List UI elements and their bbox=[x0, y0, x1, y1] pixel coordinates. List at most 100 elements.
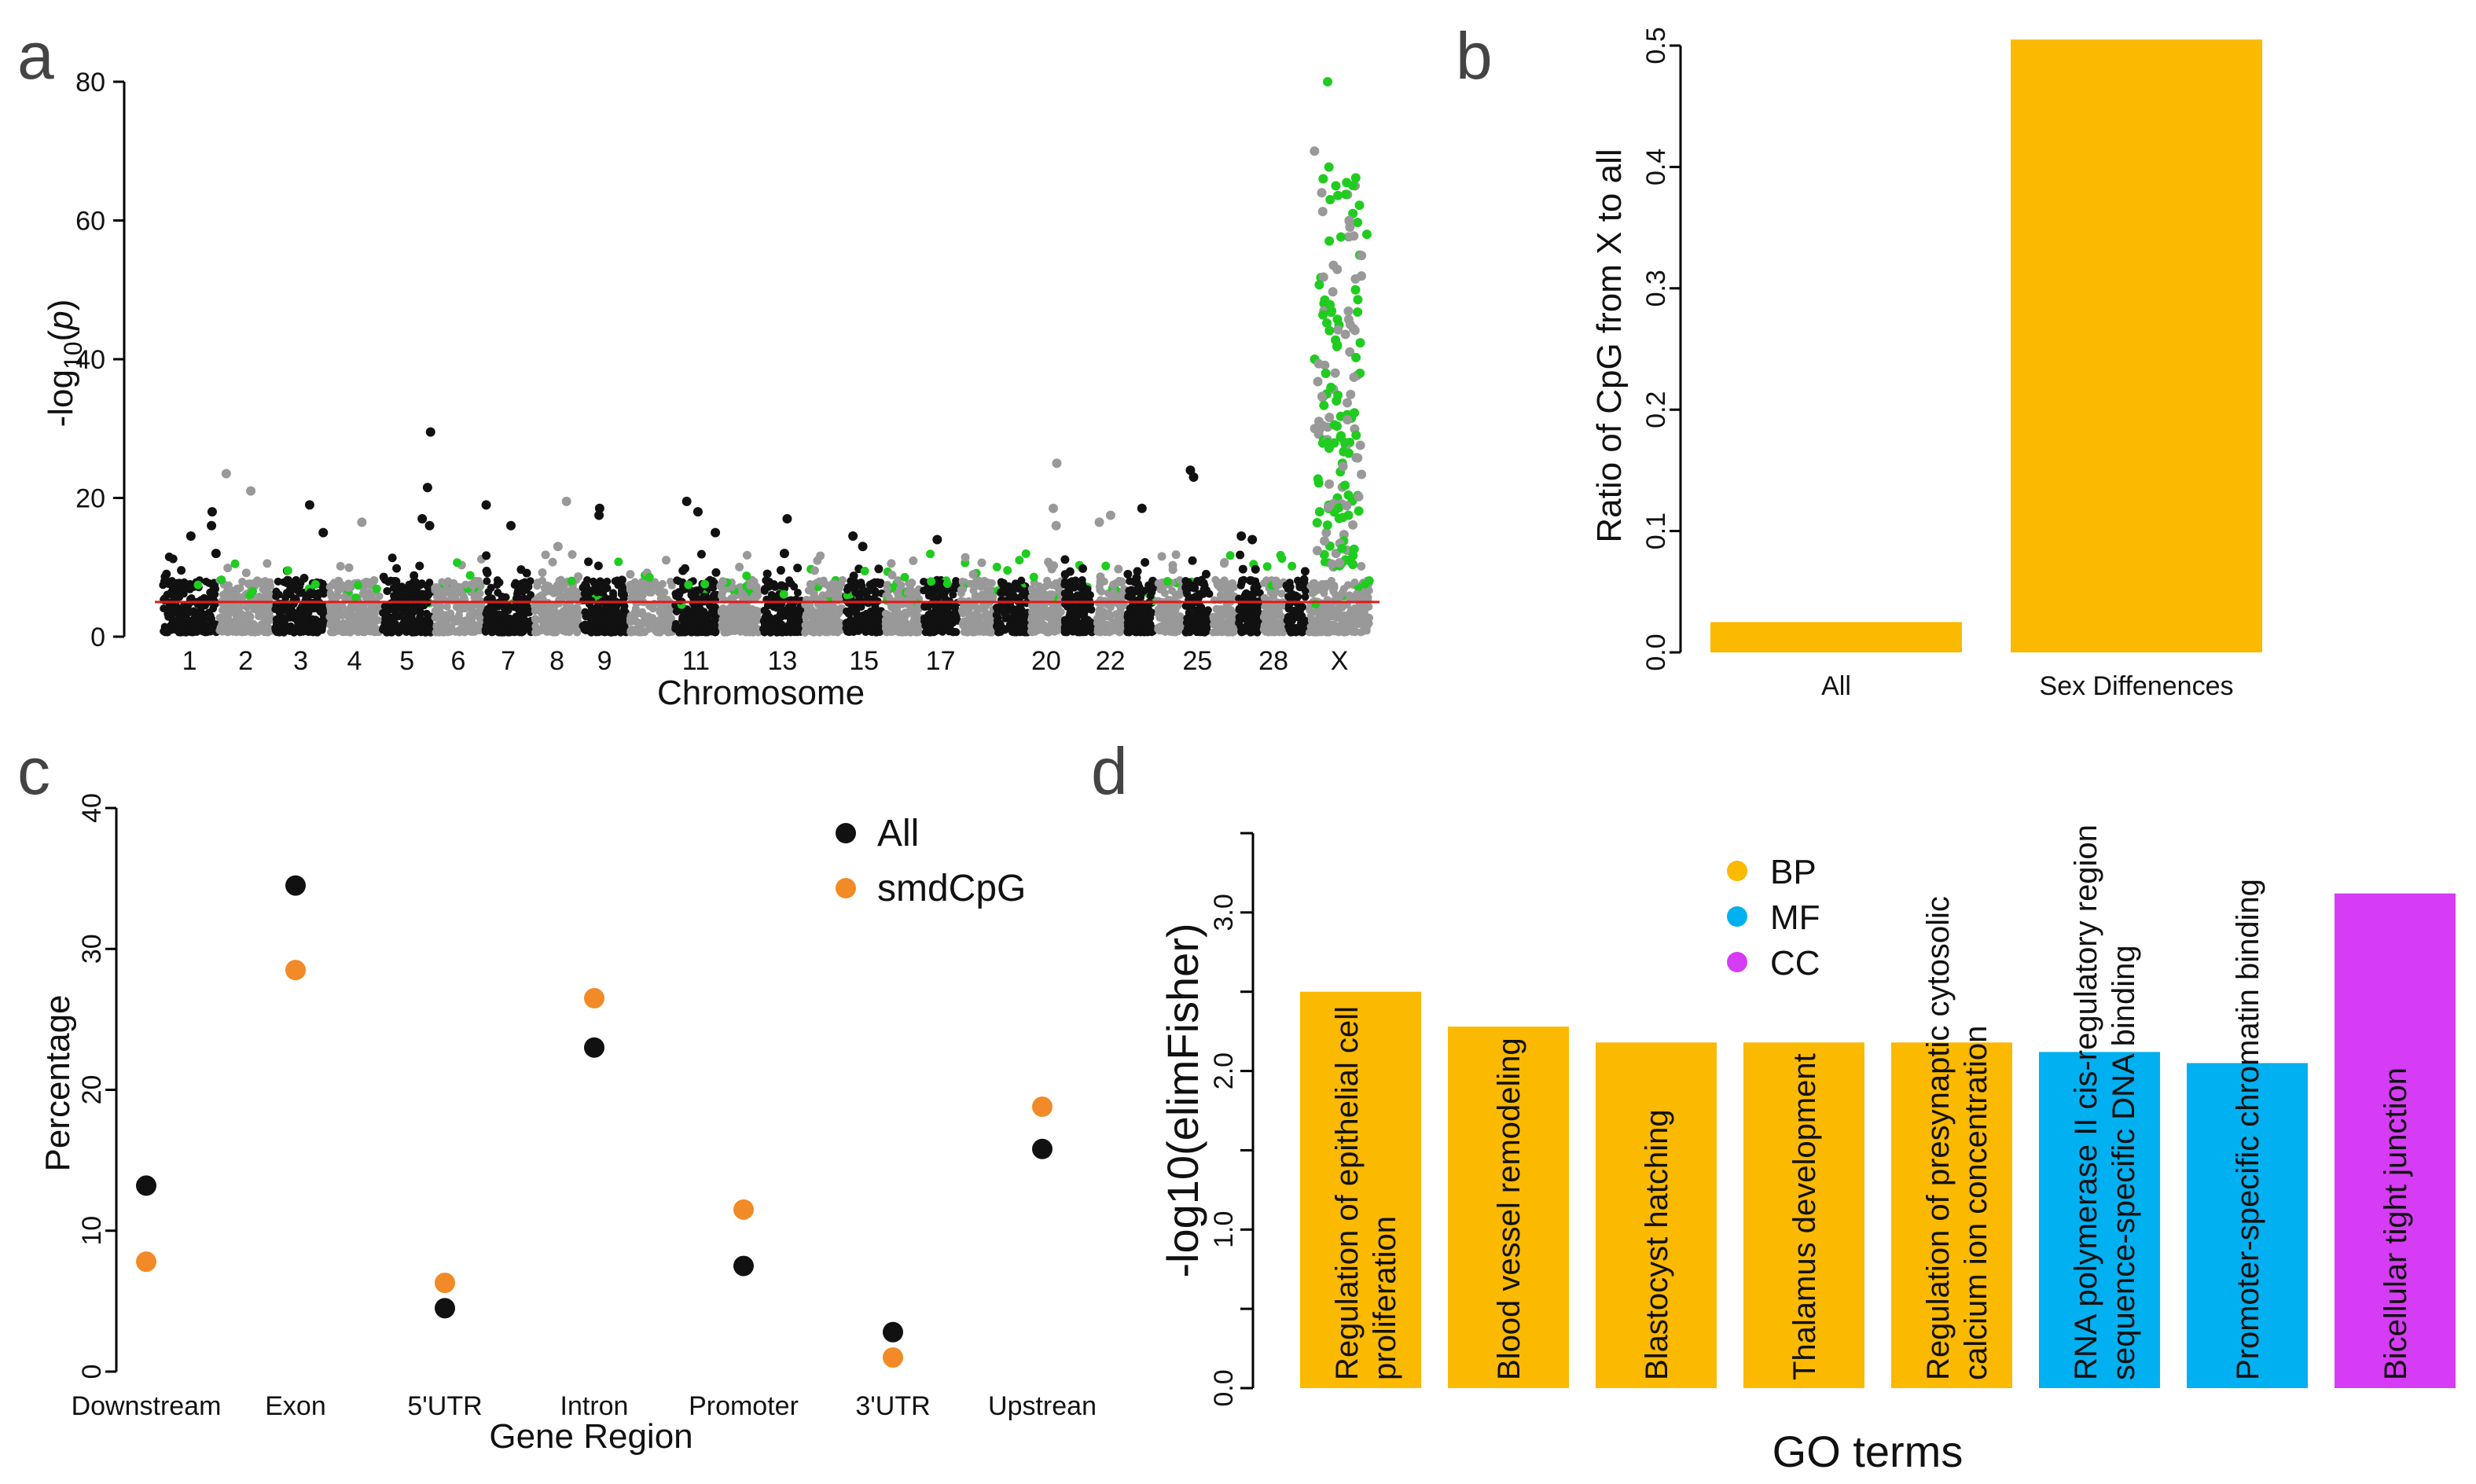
smdcpg-point bbox=[779, 590, 788, 599]
cpg-point bbox=[416, 613, 424, 622]
cpg-point bbox=[1346, 606, 1355, 615]
cpg-point bbox=[1310, 146, 1320, 156]
smdcpg-point bbox=[351, 593, 361, 603]
cpg-point bbox=[833, 628, 842, 637]
cpg-point bbox=[807, 580, 816, 589]
panel-a-y-tick-label: 20 bbox=[75, 484, 105, 514]
cpg-point bbox=[207, 520, 217, 531]
cpg-point bbox=[1328, 612, 1336, 621]
cpg-point bbox=[900, 572, 909, 582]
cpg-point bbox=[764, 579, 773, 589]
cpg-point bbox=[337, 584, 346, 593]
cpg-point bbox=[230, 559, 240, 568]
cpg-point bbox=[1171, 606, 1180, 615]
cpg-point bbox=[517, 628, 526, 637]
cpg-point bbox=[516, 565, 526, 575]
cpg-point bbox=[1215, 613, 1224, 622]
cpg-point bbox=[1036, 603, 1045, 612]
cpg-point bbox=[606, 605, 615, 614]
smdcpg-point bbox=[1324, 325, 1335, 336]
cpg-point bbox=[719, 614, 728, 623]
cpg-point bbox=[538, 568, 547, 577]
cpg-point bbox=[1071, 576, 1080, 585]
cpg-point bbox=[1288, 561, 1297, 571]
cpg-point bbox=[1048, 581, 1056, 590]
cpg-point bbox=[468, 607, 477, 615]
cpg-point bbox=[167, 608, 176, 617]
cpg-point bbox=[1199, 579, 1208, 587]
cpg-point bbox=[457, 617, 465, 626]
cpg-point bbox=[842, 619, 850, 627]
cpg-point bbox=[334, 576, 343, 586]
cpg-point bbox=[1173, 619, 1181, 627]
cpg-point bbox=[1299, 603, 1307, 612]
cpg-point bbox=[942, 579, 952, 589]
cpg-point bbox=[854, 581, 862, 590]
cpg-point bbox=[939, 627, 947, 636]
cpg-point bbox=[614, 557, 623, 567]
cpg-point bbox=[1350, 578, 1359, 586]
cpg-point bbox=[680, 615, 689, 623]
cpg-point bbox=[1109, 580, 1119, 590]
cpg-point bbox=[255, 592, 263, 601]
cpg-point bbox=[1064, 618, 1072, 626]
cpg-point bbox=[790, 582, 799, 591]
panel-a-points bbox=[159, 77, 1374, 637]
cpg-point bbox=[1317, 612, 1325, 621]
cpg-point bbox=[661, 556, 670, 565]
cpg-point bbox=[251, 579, 259, 587]
cpg-point bbox=[375, 592, 384, 601]
panel-a-y-tick-label: 0 bbox=[90, 623, 105, 652]
cpg-point bbox=[740, 606, 748, 615]
cpg-point bbox=[186, 585, 194, 593]
cpg-point bbox=[1285, 619, 1294, 627]
cpg-point bbox=[271, 604, 280, 613]
cpg-point bbox=[476, 615, 484, 623]
cpg-point bbox=[424, 612, 432, 621]
cpg-point bbox=[531, 615, 540, 624]
cpg-point bbox=[223, 564, 233, 573]
cpg-point bbox=[274, 619, 283, 628]
cpg-point bbox=[343, 625, 352, 634]
cpg-point bbox=[667, 577, 675, 586]
cpg-point bbox=[696, 549, 706, 559]
cpg-point bbox=[542, 581, 551, 590]
cpg-point bbox=[1328, 260, 1339, 270]
cpg-point bbox=[1183, 614, 1192, 623]
cpg-point bbox=[338, 602, 347, 611]
cpg-point bbox=[626, 586, 634, 594]
smdcpg-point bbox=[1318, 310, 1328, 320]
cpg-point bbox=[849, 625, 858, 634]
cpg-point bbox=[509, 617, 518, 626]
cpg-point bbox=[299, 574, 309, 583]
cpg-point bbox=[1101, 561, 1111, 571]
cpg-point bbox=[383, 587, 391, 596]
cpg-point bbox=[893, 607, 902, 615]
cpg-point bbox=[861, 614, 869, 623]
cpg-point bbox=[1114, 564, 1123, 574]
cpg-point bbox=[1306, 623, 1315, 631]
cpg-point bbox=[1157, 614, 1166, 623]
cpg-point bbox=[1229, 628, 1237, 637]
cpg-point bbox=[1225, 622, 1233, 630]
smdcpg-point bbox=[248, 586, 257, 596]
cpg-point bbox=[159, 581, 167, 590]
cpg-point bbox=[568, 549, 577, 559]
cpg-point bbox=[759, 625, 767, 634]
cpg-point bbox=[656, 608, 664, 616]
smdcpg-point bbox=[1350, 285, 1361, 295]
cpg-point bbox=[609, 589, 618, 597]
cpg-point bbox=[1034, 612, 1042, 621]
cpg-point bbox=[1354, 491, 1364, 501]
cpg-point bbox=[1192, 619, 1200, 628]
cpg-point bbox=[202, 610, 211, 619]
cpg-point bbox=[626, 570, 635, 579]
cpg-point bbox=[1048, 590, 1056, 599]
cpg-point bbox=[356, 624, 365, 633]
cpg-point bbox=[274, 577, 282, 586]
smdcpg-point bbox=[1353, 295, 1363, 305]
cpg-point bbox=[278, 599, 287, 608]
cpg-point bbox=[1136, 628, 1144, 637]
cpg-point bbox=[870, 580, 879, 589]
cpg-point bbox=[302, 615, 310, 623]
